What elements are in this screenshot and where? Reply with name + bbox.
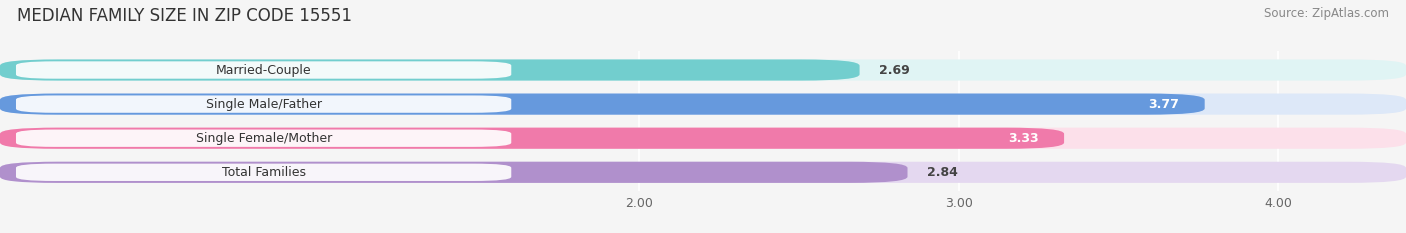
Text: Source: ZipAtlas.com: Source: ZipAtlas.com [1264, 7, 1389, 20]
FancyBboxPatch shape [15, 164, 512, 181]
Text: Single Female/Mother: Single Female/Mother [195, 132, 332, 145]
FancyBboxPatch shape [15, 61, 512, 79]
FancyBboxPatch shape [0, 162, 1406, 183]
Text: Total Families: Total Families [222, 166, 305, 179]
Text: 3.77: 3.77 [1149, 98, 1180, 111]
Text: 2.69: 2.69 [879, 64, 910, 76]
Text: Married-Couple: Married-Couple [215, 64, 312, 76]
FancyBboxPatch shape [0, 59, 1406, 81]
Text: MEDIAN FAMILY SIZE IN ZIP CODE 15551: MEDIAN FAMILY SIZE IN ZIP CODE 15551 [17, 7, 352, 25]
Text: Single Male/Father: Single Male/Father [205, 98, 322, 111]
FancyBboxPatch shape [0, 59, 859, 81]
Text: 3.33: 3.33 [1008, 132, 1039, 145]
FancyBboxPatch shape [0, 93, 1205, 115]
Text: 2.84: 2.84 [927, 166, 957, 179]
FancyBboxPatch shape [0, 93, 1406, 115]
FancyBboxPatch shape [15, 96, 512, 113]
FancyBboxPatch shape [0, 128, 1064, 149]
FancyBboxPatch shape [0, 128, 1406, 149]
FancyBboxPatch shape [0, 162, 907, 183]
FancyBboxPatch shape [15, 130, 512, 147]
